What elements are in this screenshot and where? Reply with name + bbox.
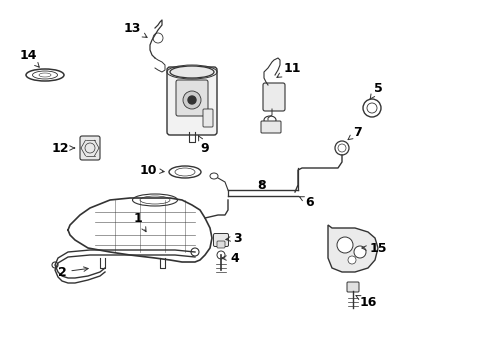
Text: 7: 7 — [347, 126, 362, 140]
FancyBboxPatch shape — [346, 282, 358, 292]
Text: 1: 1 — [133, 212, 146, 232]
Circle shape — [183, 91, 201, 109]
Text: 10: 10 — [139, 163, 164, 176]
Text: 16: 16 — [355, 296, 376, 309]
FancyBboxPatch shape — [167, 67, 217, 135]
Text: 11: 11 — [276, 62, 300, 77]
Text: 13: 13 — [123, 22, 147, 37]
FancyBboxPatch shape — [80, 136, 100, 160]
FancyBboxPatch shape — [203, 109, 213, 127]
Circle shape — [347, 256, 355, 264]
Text: 12: 12 — [51, 141, 74, 154]
Text: 14: 14 — [19, 49, 39, 67]
Circle shape — [187, 96, 196, 104]
Text: 15: 15 — [361, 242, 386, 255]
Text: 6: 6 — [299, 195, 314, 208]
Text: 2: 2 — [58, 266, 88, 279]
Ellipse shape — [170, 66, 214, 78]
Text: 3: 3 — [225, 231, 242, 244]
Circle shape — [336, 237, 352, 253]
FancyBboxPatch shape — [263, 83, 285, 111]
FancyBboxPatch shape — [213, 234, 228, 247]
Text: 4: 4 — [222, 252, 239, 265]
FancyBboxPatch shape — [261, 121, 281, 133]
Circle shape — [353, 246, 365, 258]
Polygon shape — [327, 225, 377, 272]
FancyBboxPatch shape — [217, 241, 224, 248]
Text: 8: 8 — [257, 179, 266, 192]
Text: 5: 5 — [369, 81, 382, 100]
FancyBboxPatch shape — [176, 80, 207, 116]
Text: 9: 9 — [198, 136, 209, 154]
